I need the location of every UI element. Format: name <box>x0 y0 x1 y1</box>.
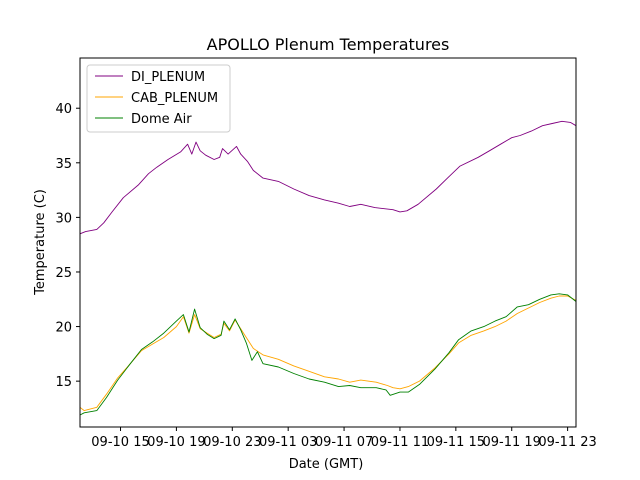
plot-series <box>79 120 577 416</box>
legend: DI_PLENUM CAB_PLENUM Dome Air <box>86 64 231 133</box>
y-tick-label: 20 <box>55 321 72 336</box>
x-tick-label: 09-10 19 <box>147 435 205 450</box>
y-axis: 15 20 25 30 35 40 <box>55 102 80 390</box>
legend-label-dome-air: Dome Air <box>131 112 192 127</box>
legend-label-cab-plenum: CAB_PLENUM <box>131 91 218 106</box>
x-tick-label: 09-11 23 <box>538 435 596 450</box>
series-line-di-plenum <box>79 120 577 235</box>
x-tick-label: 09-11 11 <box>371 435 429 450</box>
y-axis-label: Temperature (C) <box>33 189 48 296</box>
y-tick-label: 40 <box>55 102 72 117</box>
plot-frame <box>79 57 577 428</box>
x-tick-label: 09-10 23 <box>203 435 261 450</box>
y-tick-label: 25 <box>55 266 72 281</box>
legend-label-di-plenum: DI_PLENUM <box>131 70 205 85</box>
x-tick-label: 09-10 15 <box>91 435 149 450</box>
x-tick-label: 09-11 03 <box>259 435 317 450</box>
y-tick-label: 30 <box>55 211 72 226</box>
legend-frame <box>86 64 231 133</box>
x-tick-label: 09-11 15 <box>427 435 485 450</box>
x-tick-label: 09-11 19 <box>483 435 541 450</box>
y-tick-label: 35 <box>55 157 72 172</box>
x-tick-label: 09-11 07 <box>315 435 373 450</box>
series-line-dome-air <box>79 293 577 416</box>
x-axis-label: Date (GMT) <box>289 457 364 472</box>
chart-title: APOLLO Plenum Temperatures <box>207 35 450 54</box>
y-tick-label: 15 <box>55 375 72 390</box>
series-line-cab-plenum <box>79 295 577 412</box>
